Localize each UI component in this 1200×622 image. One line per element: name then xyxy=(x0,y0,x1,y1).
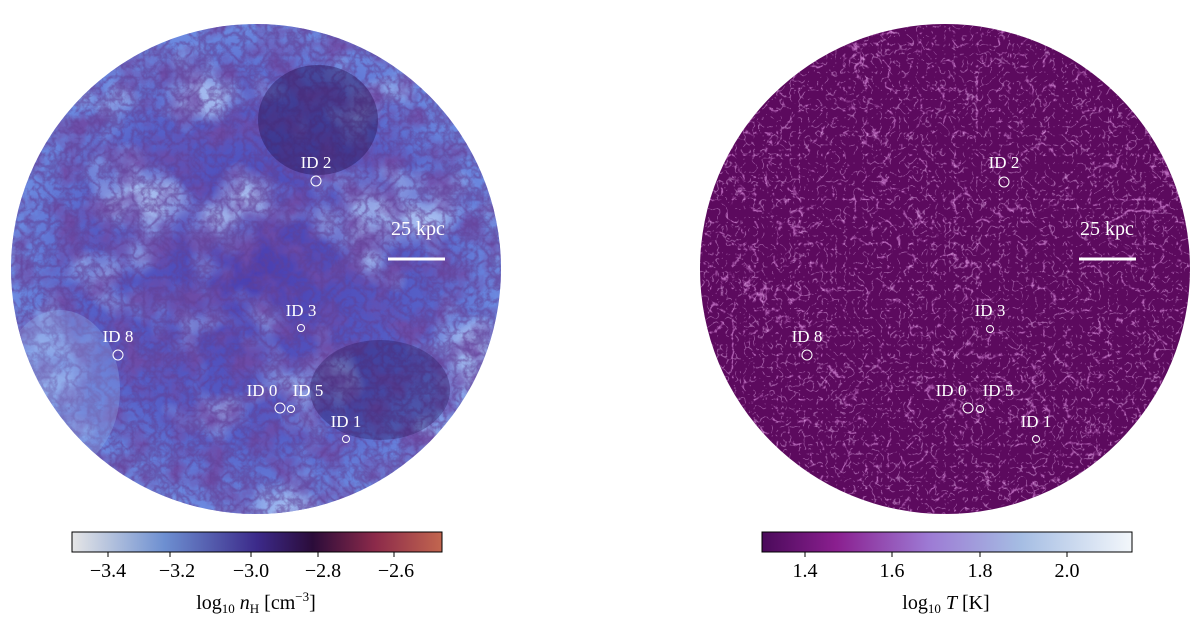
marker-label-id2: ID 2 xyxy=(989,153,1020,172)
colorbar-tick: 1.6 xyxy=(880,560,905,582)
marker-label-id8: ID 8 xyxy=(103,327,134,346)
density-map-panel: 25 kpc ID 2 ID 3 ID 8 ID 0 ID 5 ID 1 xyxy=(11,24,501,616)
colorbar-tick: 1.4 xyxy=(793,560,818,582)
marker-circle-id2 xyxy=(310,175,322,187)
colorbar-tick: −2.6 xyxy=(378,560,414,582)
marker-circle-id5 xyxy=(976,405,984,413)
marker-label-id1: ID 1 xyxy=(1021,412,1052,431)
marker-label-id5: ID 5 xyxy=(293,381,324,400)
marker-circle-id1 xyxy=(342,435,350,443)
scale-bar-label: 25 kpc xyxy=(391,218,445,240)
colorbar-tick: 2.0 xyxy=(1055,560,1080,582)
marker-circle-id0 xyxy=(274,402,286,414)
marker-circle-id3 xyxy=(986,325,994,333)
temperature-map xyxy=(700,24,1190,514)
temperature-colorbar: 1.4 1.6 1.8 2.0 log10 T [K] xyxy=(761,531,1133,616)
temperature-map-panel: 25 kpc ID 2 ID 3 ID 8 ID 0 ID 5 ID 1 xyxy=(700,24,1190,616)
halo-markers: ID 2 ID 3 ID 8 ID 0 ID 5 ID 1 xyxy=(792,153,1052,443)
marker-circle-id8 xyxy=(801,349,813,361)
colorbar-tick: 1.8 xyxy=(968,560,993,582)
marker-circle-id8 xyxy=(112,349,124,361)
marker-label-id0: ID 0 xyxy=(247,381,278,400)
marker-label-id8: ID 8 xyxy=(792,327,823,346)
marker-circle-id3 xyxy=(297,324,305,332)
colorbar-tick: −3.2 xyxy=(159,560,195,582)
marker-label-id3: ID 3 xyxy=(286,301,317,320)
marker-circle-id2 xyxy=(998,176,1010,188)
density-map xyxy=(11,24,501,514)
marker-circle-id0 xyxy=(962,402,974,414)
marker-circle-id1 xyxy=(1032,435,1040,443)
marker-label-id3: ID 3 xyxy=(975,301,1006,320)
colorbar-tick: −3.4 xyxy=(90,560,126,582)
colorbar-label: log10 T [K] xyxy=(902,592,989,616)
marker-label-id1: ID 1 xyxy=(331,412,362,431)
marker-label-id2: ID 2 xyxy=(301,153,332,172)
density-colorbar: −3.4 −3.2 −3.0 −2.8 −2.6 log10 nH [cm−3] xyxy=(71,531,443,616)
colorbar-label: log10 nH [cm−3] xyxy=(196,589,316,616)
scale-bar-label: 25 kpc xyxy=(1080,218,1134,240)
colorbar-tick: −3.0 xyxy=(233,560,269,582)
halo-markers: ID 2 ID 3 ID 8 ID 0 ID 5 ID 1 xyxy=(103,153,362,443)
marker-label-id0: ID 0 xyxy=(936,381,967,400)
colorbar-tick: −2.8 xyxy=(305,560,341,582)
marker-circle-id5 xyxy=(287,405,295,413)
marker-label-id5: ID 5 xyxy=(983,381,1014,400)
